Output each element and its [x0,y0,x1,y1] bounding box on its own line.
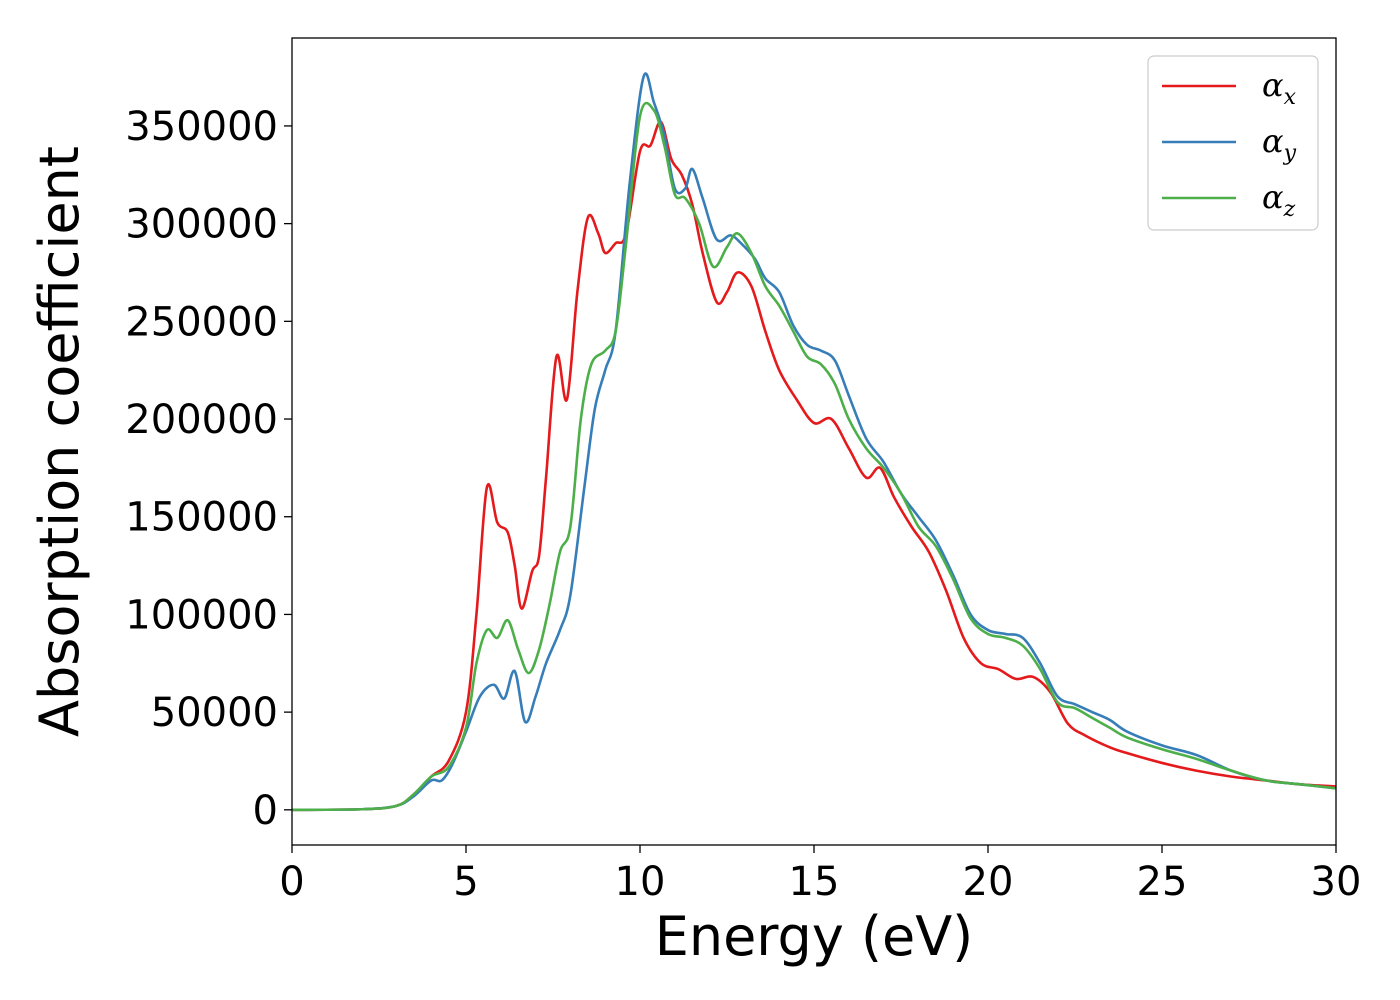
y-axis-ticks: 0 50000 100000 150000 200000 250000 300000 3500… [125,104,292,834]
series-group [292,72,1336,812]
x-axis-ticks: 0 5 10 15 20 25 30 [279,845,1361,905]
x-tick-label: 15 [789,859,840,905]
y-tick-label: 300000 [125,202,278,248]
y-tick-label: 0 [253,788,278,834]
y-axis-label: Absorption coefficient [28,146,91,737]
y-tick-label: 250000 [125,299,278,345]
x-tick-label: 10 [615,859,666,905]
y-tick-label: 50000 [151,690,278,736]
x-tick-label: 30 [1311,859,1362,905]
x-tick-label: 25 [1137,859,1188,905]
legend: αx αy αz [1147,55,1319,231]
y-tick-label: 200000 [125,397,278,443]
legend-label-z: αz [1262,178,1296,222]
x-tick-label: 20 [963,859,1014,905]
y-tick-label: 150000 [125,495,278,541]
x-tick-label: 0 [279,859,304,905]
series-line-x [292,120,1336,812]
series-line-y [292,72,1336,812]
legend-label-y: αy [1262,122,1297,166]
series-line-z [292,101,1336,812]
x-tick-label: 5 [453,859,478,905]
x-axis-label: Energy (eV) [655,905,974,968]
y-tick-label: 350000 [125,104,278,150]
y-tick-label: 100000 [125,592,278,638]
legend-label-x: αx [1262,66,1297,110]
